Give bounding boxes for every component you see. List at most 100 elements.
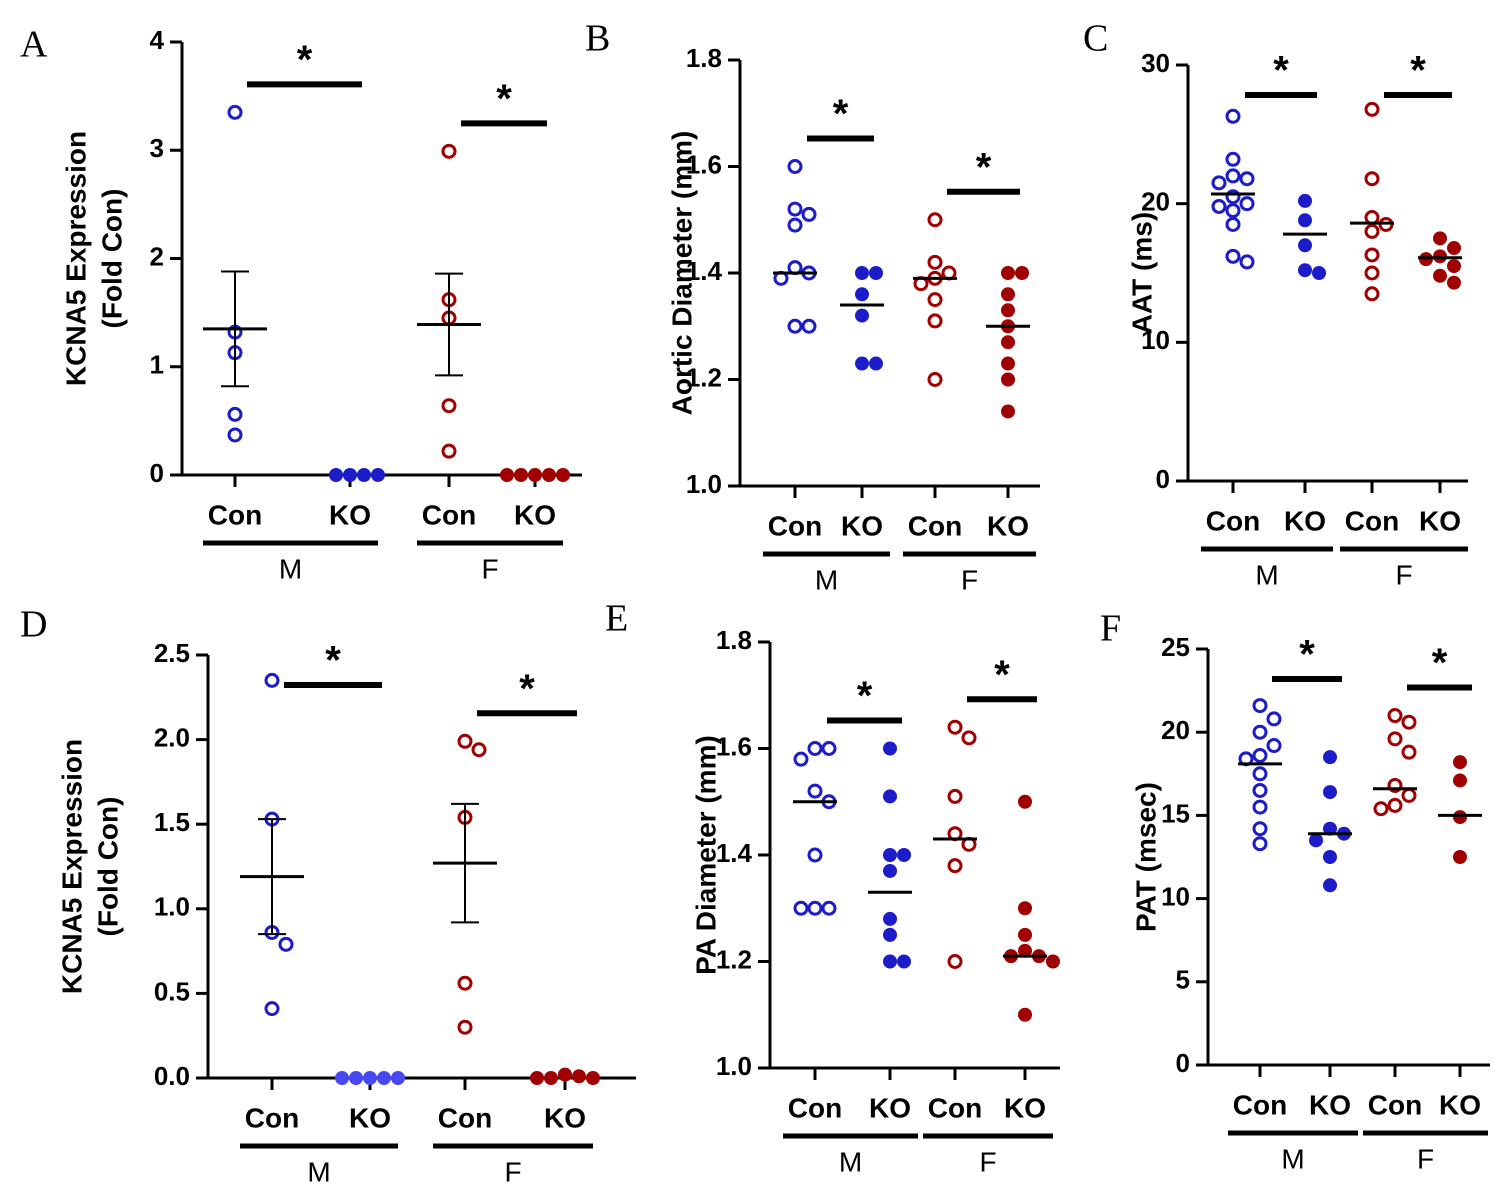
data-point xyxy=(264,1001,280,1017)
data-point xyxy=(1252,724,1268,740)
y-tick-label: 1.0 xyxy=(686,469,722,499)
data-point xyxy=(1401,744,1417,760)
data-point xyxy=(1447,275,1461,290)
data-point xyxy=(787,318,803,334)
group-label: F xyxy=(961,564,978,595)
data-point xyxy=(558,1067,572,1082)
data-point xyxy=(1298,213,1312,228)
data-point xyxy=(1453,810,1467,825)
data-point xyxy=(1211,198,1227,214)
data-point xyxy=(227,427,243,443)
data-point xyxy=(807,847,823,863)
y-axis-label: (Fold Con) xyxy=(96,189,127,329)
data-point xyxy=(961,730,977,746)
data-point xyxy=(264,672,280,688)
data-point xyxy=(947,788,963,804)
y-tick-label: 25 xyxy=(1161,632,1190,662)
data-point xyxy=(1401,787,1417,803)
error-bar xyxy=(451,802,479,924)
data-point xyxy=(1298,263,1312,278)
data-point xyxy=(1312,266,1326,280)
y-tick-label: 30 xyxy=(1141,48,1170,78)
y-axis-label: KCNA5 Expression xyxy=(56,739,87,994)
significance-label: * xyxy=(1273,49,1289,93)
data-point xyxy=(1364,286,1380,302)
significance-label: * xyxy=(297,38,313,82)
y-tick-label: 2.0 xyxy=(154,722,190,752)
data-point xyxy=(801,206,817,222)
data-point xyxy=(1309,833,1323,848)
data-point xyxy=(1001,303,1015,318)
group-label: M xyxy=(1255,559,1278,590)
data-point xyxy=(1001,372,1015,387)
group-label: F xyxy=(1395,559,1412,590)
y-axis-label: PAT (msec) xyxy=(1130,782,1161,932)
data-point xyxy=(1387,731,1403,747)
group-label: M xyxy=(307,1156,330,1187)
data-point xyxy=(457,1019,473,1035)
data-point xyxy=(883,927,897,942)
data-point xyxy=(471,742,487,758)
data-point xyxy=(1364,101,1380,117)
data-point xyxy=(807,900,823,916)
y-tick-label: 1 xyxy=(150,350,164,380)
data-point xyxy=(1001,404,1015,419)
significance-label: * xyxy=(994,653,1010,697)
data-point xyxy=(1252,799,1268,815)
group-label: M xyxy=(815,564,838,595)
data-point xyxy=(787,217,803,233)
data-point xyxy=(1239,254,1255,270)
error-bar xyxy=(258,818,286,936)
data-point xyxy=(1298,193,1312,208)
y-tick-label: 4 xyxy=(150,25,165,55)
data-point xyxy=(457,733,473,749)
significance-label: * xyxy=(857,674,873,718)
y-tick-label: 2 xyxy=(150,241,164,271)
data-point xyxy=(1387,777,1403,793)
significance-label: * xyxy=(1432,641,1448,685)
data-point xyxy=(1252,747,1268,763)
data-point xyxy=(927,212,943,228)
data-point xyxy=(1001,266,1015,280)
data-point xyxy=(793,751,809,767)
y-tick-label: 1.5 xyxy=(154,807,190,837)
data-point xyxy=(1323,850,1337,864)
data-point xyxy=(1252,766,1268,782)
y-tick-label: 10 xyxy=(1141,325,1170,355)
y-tick-label: 1.6 xyxy=(686,149,722,179)
data-point xyxy=(335,1071,349,1085)
data-point xyxy=(227,406,243,422)
data-point xyxy=(1453,773,1467,788)
data-point xyxy=(807,783,823,799)
significance-label: * xyxy=(1299,633,1315,677)
data-point xyxy=(1225,203,1241,219)
data-point xyxy=(883,848,897,862)
panel-label: B xyxy=(585,18,610,60)
x-tick-label: Con xyxy=(1206,505,1260,536)
x-tick-label: KO xyxy=(544,1102,586,1133)
data-point xyxy=(572,1069,586,1084)
y-tick-label: 1.0 xyxy=(716,1051,752,1081)
y-tick-label: 0.5 xyxy=(154,976,190,1006)
data-point xyxy=(357,468,371,482)
data-point xyxy=(1433,268,1447,283)
group-label: F xyxy=(979,1146,996,1177)
data-point xyxy=(556,468,570,482)
data-point xyxy=(1364,265,1380,281)
data-point xyxy=(1225,151,1241,167)
data-point xyxy=(542,468,556,482)
data-point xyxy=(1453,755,1467,770)
data-point xyxy=(883,954,897,969)
x-tick-label: KO xyxy=(349,1102,391,1133)
x-tick-label: Con xyxy=(1233,1089,1287,1120)
data-point xyxy=(1015,266,1029,280)
data-point xyxy=(1018,794,1032,809)
significance-label: * xyxy=(833,92,849,136)
data-point xyxy=(441,443,457,459)
y-axis-label: (Fold Con) xyxy=(92,797,123,937)
x-tick-label: KO xyxy=(1284,505,1326,536)
data-point xyxy=(897,954,911,969)
data-point xyxy=(787,159,803,174)
significance-label: * xyxy=(1410,49,1426,93)
data-point xyxy=(1447,241,1461,256)
